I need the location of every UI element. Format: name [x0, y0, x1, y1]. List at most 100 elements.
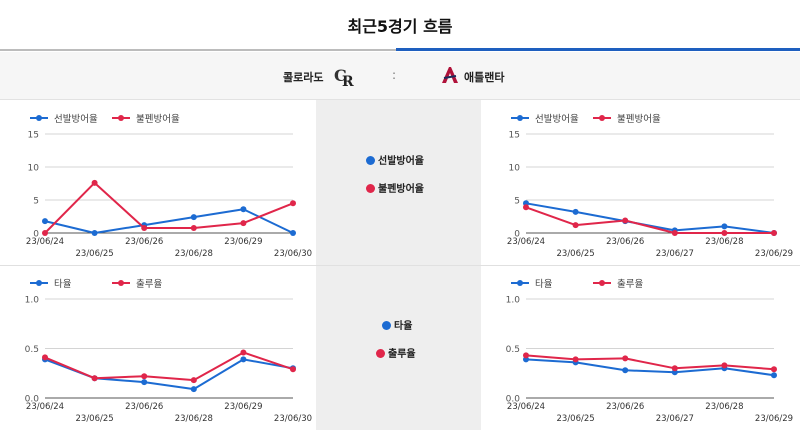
data-point	[671, 230, 678, 236]
data-point	[91, 375, 98, 382]
x-tick-label: 23/06/26	[606, 402, 644, 412]
x-tick-label: 23/06/24	[507, 402, 545, 412]
center-legend-item: 타율	[382, 317, 412, 332]
data-point	[190, 386, 197, 393]
data-point	[572, 208, 579, 215]
center-legend-label: 타율	[394, 321, 413, 332]
y-tick-label: 0.0	[506, 395, 521, 405]
data-point	[671, 365, 678, 372]
series-line	[44, 208, 294, 234]
data-point	[91, 179, 98, 186]
trend-charts-area: 선발방어율 불펜방어율 0 5 10 15 23/06/24 23/06/25 23/06/26…	[0, 100, 800, 430]
data-point	[141, 379, 148, 386]
x-tick-label: 23/06/25	[557, 249, 595, 259]
data-point	[523, 352, 529, 359]
x-tick-label: 23/06/29	[755, 249, 793, 259]
away-batting-chart: 타율 출루율 0.0 0.5 1.0 23/06/24 23/06/25 23/06/26 23…	[481, 265, 797, 430]
legend-label: 출루율	[136, 279, 162, 290]
chart-svg: 선발방어율 불펜방어율 0 5 10 15 23/06/24 23/06/25 23/06/26…	[507, 114, 793, 259]
y-tick-label: 1.0	[25, 296, 40, 306]
page-header: 최근5경기 흐름	[0, 0, 800, 52]
data-point	[141, 225, 148, 232]
away-era-chart: 선발방어율 불펜방어율 0 5 10 15 23/06/24 23/06/25 23/06/26…	[481, 100, 797, 265]
colorado-rockies-logo-icon: C R	[334, 66, 354, 88]
data-point	[290, 366, 296, 373]
data-point	[190, 377, 197, 384]
y-tick-label: 5	[514, 197, 520, 207]
legend-marker	[118, 280, 124, 286]
legend-label: 타율	[54, 279, 72, 290]
data-point	[141, 373, 148, 380]
y-tick-label: 0	[33, 230, 39, 240]
home-batting-chart: 타율 출루율 0.0 0.5 1.0 23/06/24 23/06/25 23/06/26 23…	[0, 265, 316, 430]
center-legend-label: 출루율	[388, 349, 416, 360]
home-team-name: 콜로라도	[283, 71, 324, 84]
tab-underline-active	[396, 48, 800, 51]
x-tick-label: 23/06/26	[125, 402, 163, 412]
svg-text:R: R	[342, 74, 354, 88]
series-line	[525, 202, 775, 234]
data-point	[721, 223, 728, 230]
data-point	[622, 355, 629, 362]
series-line	[525, 358, 775, 377]
y-tick-label: 0.0	[25, 395, 40, 405]
data-point	[572, 222, 579, 229]
chart-svg: 선발방어율 불펜방어율 0 5 10 15 23/06/24 23/06/25 23/06/26…	[26, 114, 312, 259]
center-legend-item: 선발방어율	[366, 152, 424, 167]
page-title: 최근5경기 흐름	[347, 17, 453, 36]
data-point	[240, 220, 247, 227]
data-point	[771, 230, 777, 236]
matchup-bar: 콜로라도 C R : 애틀랜타	[0, 52, 800, 100]
x-tick-label: 23/06/27	[656, 414, 694, 424]
data-point	[42, 218, 48, 225]
away-team-name: 애틀랜타	[464, 71, 505, 84]
series-b-dot-icon	[376, 349, 385, 358]
row-divider	[0, 265, 800, 266]
atlanta-braves-logo-icon	[442, 67, 458, 83]
x-tick-label: 23/06/28	[705, 237, 743, 247]
x-tick-label: 23/06/28	[705, 402, 743, 412]
y-tick-label: 0.5	[506, 345, 520, 355]
center-legend-item: 출루율	[376, 345, 416, 360]
series-line	[44, 181, 294, 234]
data-point	[771, 372, 777, 379]
data-point	[721, 362, 728, 369]
x-tick-label: 23/06/25	[76, 249, 114, 259]
x-tick-label: 23/06/24	[507, 237, 545, 247]
y-tick-label: 15	[28, 131, 39, 141]
x-tick-label: 23/06/30	[274, 249, 312, 259]
chart-svg: 타율 출루율 0.0 0.5 1.0 23/06/24 23/06/25 23/06/26 23…	[25, 279, 312, 424]
data-point	[240, 356, 247, 363]
y-tick-label: 1.0	[506, 296, 521, 306]
legend-marker	[517, 115, 523, 121]
data-point	[523, 204, 529, 211]
series-line	[44, 351, 294, 382]
x-tick-label: 23/06/26	[606, 237, 644, 247]
x-tick-label: 23/06/28	[175, 249, 213, 259]
y-tick-label: 5	[33, 197, 39, 207]
y-tick-label: 0	[514, 230, 520, 240]
y-tick-label: 10	[509, 164, 521, 174]
y-tick-label: 10	[28, 164, 40, 174]
legend-label: 불펜방어율	[136, 114, 180, 125]
x-tick-label: 23/06/24	[26, 237, 64, 247]
center-legend-label: 선발방어율	[378, 156, 424, 167]
series-a-dot-icon	[366, 156, 375, 165]
data-point	[240, 206, 247, 213]
chart-svg: 타율 출루율 0.0 0.5 1.0 23/06/24 23/06/25 23/06/26 23…	[506, 279, 793, 424]
legend-label: 선발방어율	[535, 114, 579, 125]
y-tick-label: 15	[509, 131, 520, 141]
data-point	[771, 366, 777, 373]
y-tick-label: 0.5	[25, 345, 39, 355]
legend-label: 선발방어율	[54, 114, 98, 125]
x-tick-label: 23/06/24	[26, 402, 64, 412]
center-legend-label: 불펜방어율	[378, 184, 424, 195]
data-point	[91, 230, 98, 236]
x-tick-label: 23/06/29	[755, 414, 793, 424]
legend-label: 출루율	[617, 279, 643, 290]
legend-label: 불펜방어율	[617, 114, 661, 125]
data-point	[240, 349, 247, 356]
data-point	[190, 225, 197, 232]
data-point	[190, 214, 197, 221]
data-point	[42, 230, 48, 236]
